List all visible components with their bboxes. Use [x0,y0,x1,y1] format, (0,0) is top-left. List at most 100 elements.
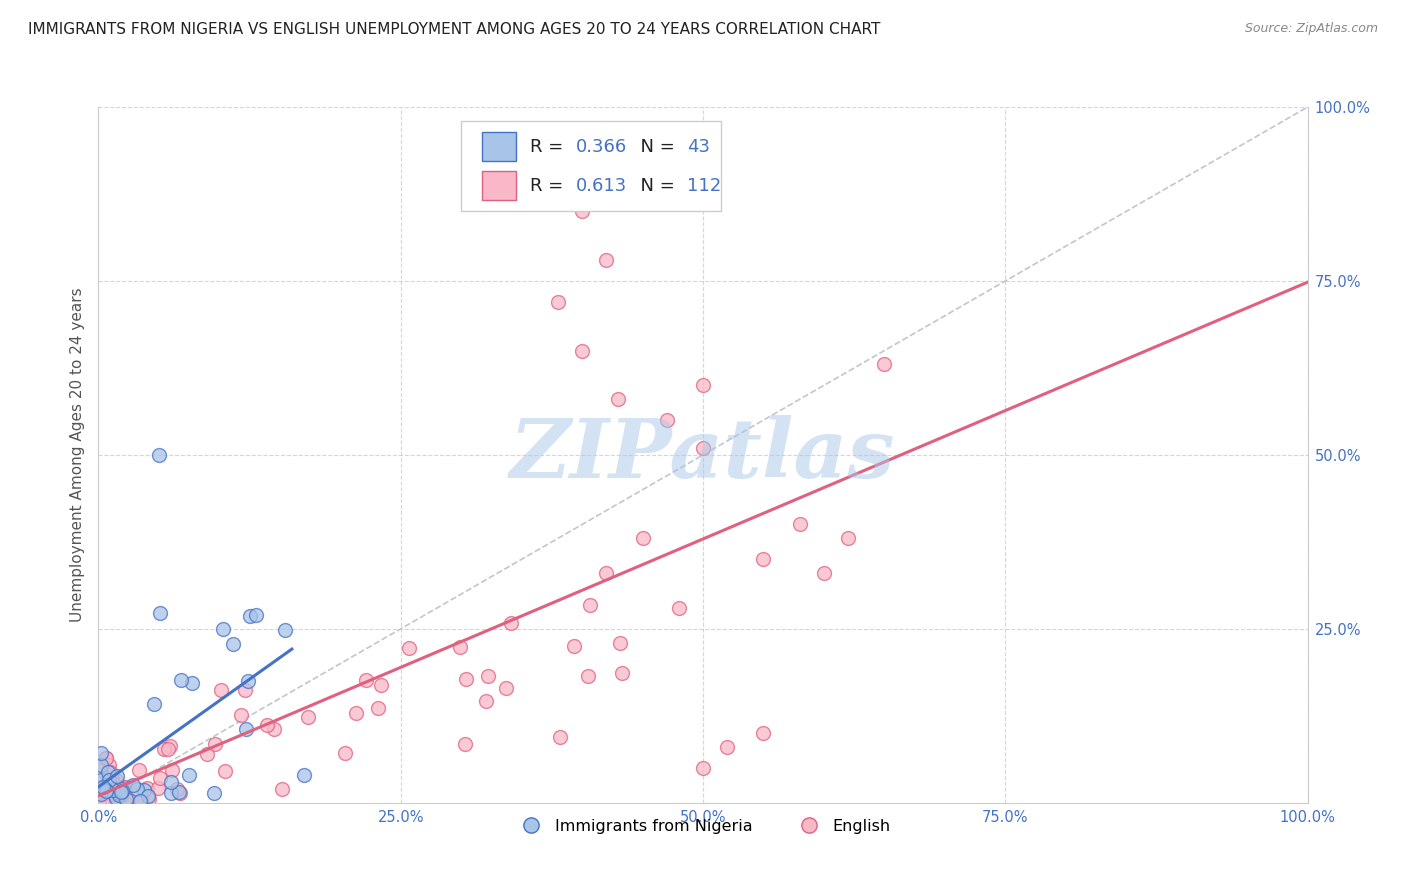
Point [202,786,225,800]
Point [449,640,471,654]
Point [89,789,111,803]
Point [138,792,160,806]
Point [333,746,356,760]
Point [495,681,517,695]
Point [229,708,252,723]
Point [121,778,143,792]
Point [837,532,859,546]
Point [143,697,166,711]
Point [813,566,835,581]
Text: 112: 112 [688,177,721,194]
Point [475,694,498,708]
Point [97,773,120,788]
Point [499,616,522,631]
Point [136,781,159,796]
Point [100,793,122,807]
Point [105,780,128,794]
Point [100,793,122,807]
Point [160,786,183,800]
Point [97,765,120,780]
Point [98,757,121,772]
Point [90,757,112,772]
Point [245,607,267,622]
Point [571,204,593,219]
Point [107,780,129,795]
Point [100,795,122,809]
Point [170,673,193,687]
Point [94,751,117,765]
Point [214,764,236,779]
Point [120,794,142,808]
Point [548,731,571,745]
Point [692,378,714,392]
Point [89,785,111,799]
Text: N =: N = [630,137,681,156]
Point [576,669,599,683]
Point [235,683,257,698]
Point [111,782,134,797]
Point [209,683,232,698]
Point [148,448,170,462]
Point [94,751,117,765]
Point [112,795,135,809]
Point [107,780,129,794]
Point [100,790,122,805]
Point [105,769,128,783]
Point [204,738,226,752]
Point [111,792,134,806]
Point [752,726,775,740]
Point [96,784,118,798]
Point [104,795,127,809]
Point [271,781,294,796]
Point [96,786,118,800]
Point [562,639,585,653]
Point [93,786,115,800]
Point [94,786,117,800]
Point [94,779,117,793]
Point [94,788,117,802]
Point [169,785,191,799]
Point [239,608,262,623]
Point [169,786,191,800]
Point [111,784,134,798]
Point [108,786,131,800]
Point [89,782,111,797]
Point [716,740,738,755]
Point [90,772,112,787]
Point [159,739,181,754]
Y-axis label: Unemployment Among Ages 20 to 24 years: Unemployment Among Ages 20 to 24 years [69,287,84,623]
Point [789,517,811,532]
Point [609,636,631,650]
Text: ZIPatlas: ZIPatlas [510,415,896,495]
Point [127,781,149,796]
Text: 0.613: 0.613 [576,177,627,194]
Point [595,253,617,268]
Point [454,737,477,751]
Point [91,794,114,808]
Text: R =: R = [530,177,569,194]
Point [93,793,115,807]
Point [160,774,183,789]
Point [477,668,499,682]
Point [149,606,172,620]
FancyBboxPatch shape [482,132,516,161]
Point [177,767,200,781]
Point [98,784,121,798]
Point [101,783,124,797]
Point [607,392,630,407]
Point [93,782,115,797]
Point [89,780,111,794]
Point [128,763,150,777]
Point [134,782,156,797]
Point [148,781,170,796]
Text: 0.366: 0.366 [576,137,627,156]
FancyBboxPatch shape [461,121,721,211]
Point [571,343,593,358]
Point [94,795,117,809]
Point [129,794,152,808]
Point [110,788,132,802]
Point [136,789,159,803]
Point [91,780,114,795]
Point [752,552,775,566]
Point [655,413,678,427]
